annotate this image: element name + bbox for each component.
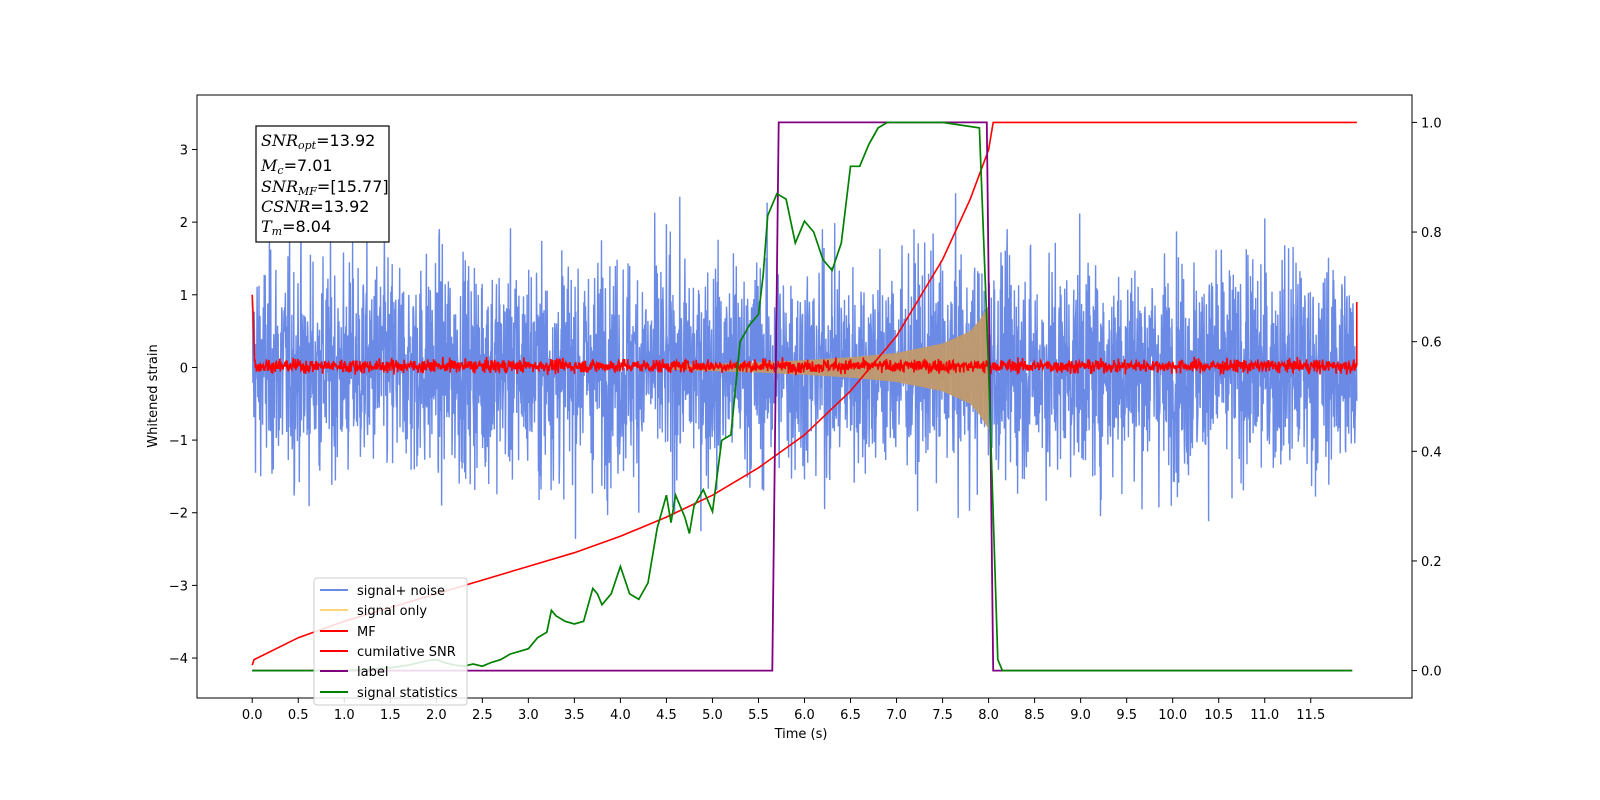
signal-statistics-series bbox=[252, 121, 1353, 672]
x-tick-label: 8.0 bbox=[978, 708, 999, 723]
x-axis-label: Time (s) bbox=[774, 727, 828, 742]
x-tick-label: 7.5 bbox=[932, 708, 953, 723]
y-tick-label: 2 bbox=[180, 216, 188, 231]
y-axis-right: 1.0 0.8 0.6 0.4 0.2 0.0 bbox=[1412, 116, 1442, 680]
annotation-snr-opt: SNRopt=13.92 bbox=[261, 131, 375, 152]
legend-label-label: label bbox=[357, 665, 388, 680]
y-axis-label: Whitened strain bbox=[146, 344, 161, 447]
x-tick-label: 5.0 bbox=[702, 708, 723, 723]
y-right-tick-label: 0.0 bbox=[1421, 665, 1442, 680]
x-tick-label: 3.0 bbox=[518, 708, 539, 723]
legend-label-signal-statistics: signal statistics bbox=[357, 686, 458, 701]
legend: signal+ noise signal only MF cumilative … bbox=[313, 577, 468, 706]
x-tick-label: 9.0 bbox=[1070, 708, 1091, 723]
x-tick-label: 1.0 bbox=[334, 708, 355, 723]
legend-label-mf: MF bbox=[357, 625, 376, 640]
x-tick-label: 9.5 bbox=[1116, 708, 1137, 723]
y-axis-left: 3 2 1 0 −1 −2 −3 −4 bbox=[169, 143, 197, 667]
x-tick-label: 2.0 bbox=[426, 708, 447, 723]
x-tick-label: 1.5 bbox=[380, 708, 401, 723]
y-tick-label: −2 bbox=[169, 507, 188, 522]
annotation-box: SNRopt=13.92 Mc=7.01 SNRMF=[15.77] CSNR=… bbox=[255, 125, 390, 243]
legend-label-signal-noise: signal+ noise bbox=[357, 584, 445, 599]
y-right-tick-label: 0.4 bbox=[1421, 445, 1442, 460]
x-tick-label: 11.5 bbox=[1296, 708, 1325, 723]
x-tick-label: 4.0 bbox=[610, 708, 631, 723]
x-tick-label: 2.5 bbox=[472, 708, 493, 723]
y-tick-label: −1 bbox=[169, 434, 188, 449]
x-tick-label: 10.0 bbox=[1158, 708, 1187, 723]
x-axis: 0.0 0.5 1.0 1.5 2.0 2.5 3.0 3.5 4.0 4.5 5.0 5.5 6.0 6… bbox=[242, 698, 1325, 723]
y-right-tick-label: 0.2 bbox=[1421, 555, 1442, 570]
x-tick-label: 4.5 bbox=[656, 708, 677, 723]
x-tick-label: 0.0 bbox=[242, 708, 263, 723]
x-tick-label: 3.5 bbox=[564, 708, 585, 723]
y-tick-label: −3 bbox=[169, 579, 188, 594]
legend-label-signal-only: signal only bbox=[357, 604, 427, 619]
y-tick-label: 0 bbox=[180, 361, 188, 376]
annotation-snr-mf: SNRMF=[15.77] bbox=[261, 177, 389, 198]
x-tick-label: 5.5 bbox=[748, 708, 769, 723]
y-tick-label: 3 bbox=[180, 143, 188, 158]
y-tick-label: 1 bbox=[180, 289, 188, 304]
x-tick-label: 0.5 bbox=[288, 708, 309, 723]
signal-noise-series bbox=[251, 193, 1358, 540]
mf-series bbox=[251, 294, 1358, 376]
x-tick-label: 6.0 bbox=[794, 708, 815, 723]
x-tick-label: 10.5 bbox=[1204, 708, 1233, 723]
legend-label-cumulative-snr: cumilative SNR bbox=[357, 645, 456, 660]
y-tick-label: −4 bbox=[169, 652, 188, 667]
annotation-mc: Mc=7.01 bbox=[260, 156, 333, 177]
y-right-tick-label: 0.8 bbox=[1421, 226, 1442, 241]
annotation-csnr: CSNR=13.92 bbox=[261, 197, 369, 216]
x-tick-label: 6.5 bbox=[840, 708, 861, 723]
x-tick-label: 11.0 bbox=[1250, 708, 1279, 723]
y-right-tick-label: 0.6 bbox=[1421, 336, 1442, 351]
annotation-tm: Tm=8.04 bbox=[261, 217, 331, 238]
x-tick-label: 8.5 bbox=[1024, 708, 1045, 723]
x-tick-label: 7.0 bbox=[886, 708, 907, 723]
y-right-tick-label: 1.0 bbox=[1421, 116, 1442, 131]
